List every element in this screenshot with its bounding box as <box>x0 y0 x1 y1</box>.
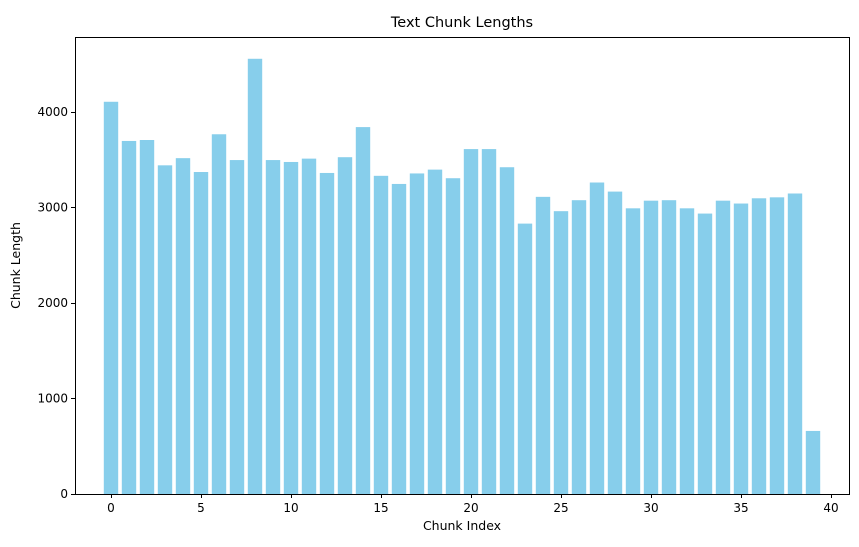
bar-21 <box>481 149 497 495</box>
x-tick-label: 20 <box>463 501 478 515</box>
bar-14 <box>355 127 371 495</box>
bar-4 <box>175 158 191 494</box>
y-tick-label: 2000 <box>37 296 68 310</box>
bar-31 <box>661 200 677 494</box>
x-tick-label: 40 <box>823 501 838 515</box>
bar-32 <box>679 208 695 494</box>
bar-10 <box>283 161 299 495</box>
x-tick-label: 30 <box>643 501 658 515</box>
bar-15 <box>373 175 389 494</box>
bar-6 <box>211 134 227 494</box>
bar-24 <box>535 196 551 494</box>
y-axis-title: Chunk Length <box>8 222 23 309</box>
y-tick-label: 3000 <box>37 200 68 214</box>
bar-1 <box>121 140 137 494</box>
bar-33 <box>697 213 713 494</box>
bar-19 <box>445 178 461 494</box>
x-tick-label: 15 <box>373 501 388 515</box>
x-tick-label: 35 <box>733 501 748 515</box>
bar-28 <box>607 191 623 494</box>
bar-17 <box>409 173 425 494</box>
bar-12 <box>319 172 335 494</box>
bar-8 <box>247 58 263 494</box>
y-tick-label: 1000 <box>37 391 68 405</box>
x-tick-label: 25 <box>553 501 568 515</box>
x-axis: 0 5 10 15 20 25 30 35 40 <box>107 494 839 515</box>
bar-34 <box>715 200 731 494</box>
bar-39 <box>805 430 821 494</box>
bar-18 <box>427 169 443 494</box>
bar-29 <box>625 208 641 494</box>
bar-23 <box>517 223 533 494</box>
x-tick-label: 0 <box>107 501 115 515</box>
bar-38 <box>787 193 803 494</box>
bar-27 <box>589 182 605 494</box>
bar-13 <box>337 157 353 494</box>
x-tick-label: 10 <box>283 501 298 515</box>
bar-37 <box>769 197 785 495</box>
y-axis: 0 1000 2000 3000 4000 <box>37 105 75 501</box>
x-axis-title: Chunk Index <box>423 518 501 533</box>
bar-20 <box>463 149 479 495</box>
bar-0 <box>103 101 119 495</box>
bar-9 <box>265 160 281 494</box>
bar-5 <box>193 172 209 495</box>
bar-36 <box>751 198 767 494</box>
x-tick-label: 5 <box>197 501 205 515</box>
bar-16 <box>391 183 407 494</box>
y-tick-label: 0 <box>60 487 68 501</box>
bar-3 <box>157 165 173 494</box>
y-tick-label: 4000 <box>37 105 68 119</box>
chart-title: Text Chunk Lengths <box>390 15 533 31</box>
bar-35 <box>733 203 749 494</box>
bar-25 <box>553 211 569 494</box>
bar-7 <box>229 160 245 494</box>
bar-26 <box>571 200 587 494</box>
bars-group <box>103 58 821 495</box>
bar-11 <box>301 158 317 494</box>
plot-frame <box>75 37 850 495</box>
bar-2 <box>139 139 155 494</box>
bar-30 <box>643 200 659 494</box>
bar-22 <box>499 167 515 494</box>
